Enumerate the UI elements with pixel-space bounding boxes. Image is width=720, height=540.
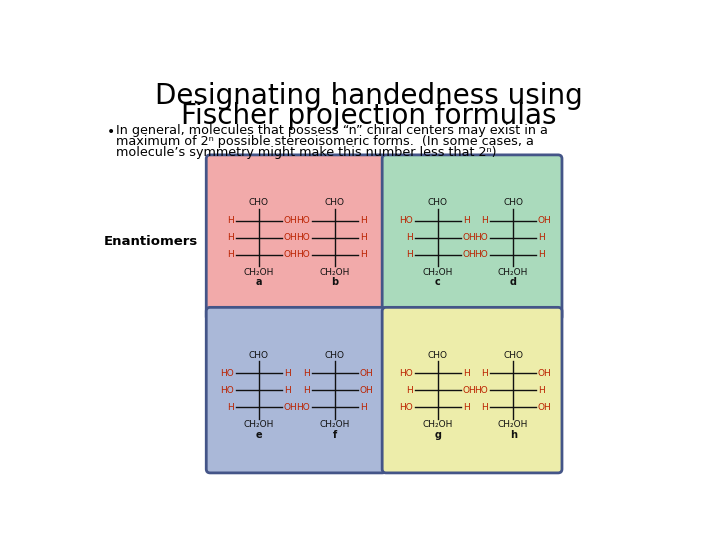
Text: CHO: CHO [428, 351, 448, 360]
Text: OH: OH [360, 386, 374, 395]
Text: c: c [435, 277, 441, 287]
Text: a: a [256, 277, 262, 287]
Text: CHO: CHO [503, 351, 523, 360]
Text: H: H [482, 216, 488, 225]
Text: f: f [333, 430, 337, 440]
Text: H: H [303, 386, 310, 395]
Text: HO: HO [474, 386, 488, 395]
Text: H: H [482, 369, 488, 377]
Text: HO: HO [474, 250, 488, 259]
Text: H: H [538, 233, 545, 242]
Text: H: H [482, 402, 488, 411]
Text: HO: HO [220, 369, 234, 377]
Text: b: b [331, 277, 338, 287]
Text: OH: OH [360, 369, 374, 377]
Text: H: H [538, 386, 545, 395]
FancyBboxPatch shape [206, 155, 386, 320]
FancyBboxPatch shape [382, 155, 562, 320]
Text: H: H [360, 402, 366, 411]
Text: H: H [284, 386, 290, 395]
Text: OH: OH [284, 233, 297, 242]
Text: Designating handedness using: Designating handedness using [155, 82, 583, 110]
Text: HO: HO [474, 233, 488, 242]
Text: H: H [463, 369, 469, 377]
FancyBboxPatch shape [206, 307, 386, 473]
Text: H: H [538, 250, 545, 259]
Text: CHO: CHO [428, 198, 448, 207]
Text: OH: OH [538, 402, 552, 411]
FancyBboxPatch shape [382, 307, 562, 473]
Text: CH₂OH: CH₂OH [320, 268, 350, 277]
Text: OH: OH [538, 369, 552, 377]
Text: molecule’s symmetry might make this number less that 2ⁿ): molecule’s symmetry might make this numb… [117, 146, 497, 159]
Text: H: H [360, 216, 366, 225]
Text: H: H [228, 402, 234, 411]
Text: H: H [228, 233, 234, 242]
Text: Enantiomers: Enantiomers [104, 235, 198, 248]
Text: HO: HO [400, 369, 413, 377]
Text: CH₂OH: CH₂OH [244, 268, 274, 277]
Text: H: H [406, 386, 413, 395]
Text: OH: OH [463, 250, 477, 259]
Text: CHO: CHO [325, 198, 345, 207]
Text: d: d [510, 277, 517, 287]
Text: CHO: CHO [249, 198, 269, 207]
Text: CH₂OH: CH₂OH [498, 421, 528, 429]
Text: H: H [284, 369, 290, 377]
Text: HO: HO [400, 216, 413, 225]
Text: e: e [256, 430, 262, 440]
Text: CH₂OH: CH₂OH [498, 268, 528, 277]
Text: •: • [107, 125, 115, 139]
Text: Fischer projection formulas: Fischer projection formulas [181, 102, 557, 130]
Text: HO: HO [400, 402, 413, 411]
Text: H: H [406, 250, 413, 259]
Text: OH: OH [463, 386, 477, 395]
Text: CH₂OH: CH₂OH [423, 268, 453, 277]
Text: OH: OH [284, 250, 297, 259]
Text: CHO: CHO [503, 198, 523, 207]
Text: CH₂OH: CH₂OH [244, 421, 274, 429]
Text: CH₂OH: CH₂OH [320, 421, 350, 429]
Text: H: H [463, 402, 469, 411]
Text: H: H [228, 250, 234, 259]
Text: CHO: CHO [249, 351, 269, 360]
Text: h: h [510, 430, 517, 440]
Text: H: H [360, 233, 366, 242]
Text: HO: HO [297, 402, 310, 411]
Text: HO: HO [297, 250, 310, 259]
Text: H: H [303, 369, 310, 377]
Text: OH: OH [284, 402, 297, 411]
Text: OH: OH [463, 233, 477, 242]
Text: OH: OH [284, 216, 297, 225]
Text: H: H [360, 250, 366, 259]
Text: H: H [463, 216, 469, 225]
Text: HO: HO [297, 216, 310, 225]
Text: HO: HO [220, 386, 234, 395]
Text: g: g [434, 430, 441, 440]
Text: In general, molecules that possess “n” chiral centers may exist in a: In general, molecules that possess “n” c… [117, 124, 548, 137]
Text: maximum of 2ⁿ possible stereoisomeric forms.  (In some cases, a: maximum of 2ⁿ possible stereoisomeric fo… [117, 135, 534, 148]
Text: HO: HO [297, 233, 310, 242]
Text: CHO: CHO [325, 351, 345, 360]
Text: CH₂OH: CH₂OH [423, 421, 453, 429]
Text: OH: OH [538, 216, 552, 225]
Text: H: H [406, 233, 413, 242]
Text: H: H [228, 216, 234, 225]
